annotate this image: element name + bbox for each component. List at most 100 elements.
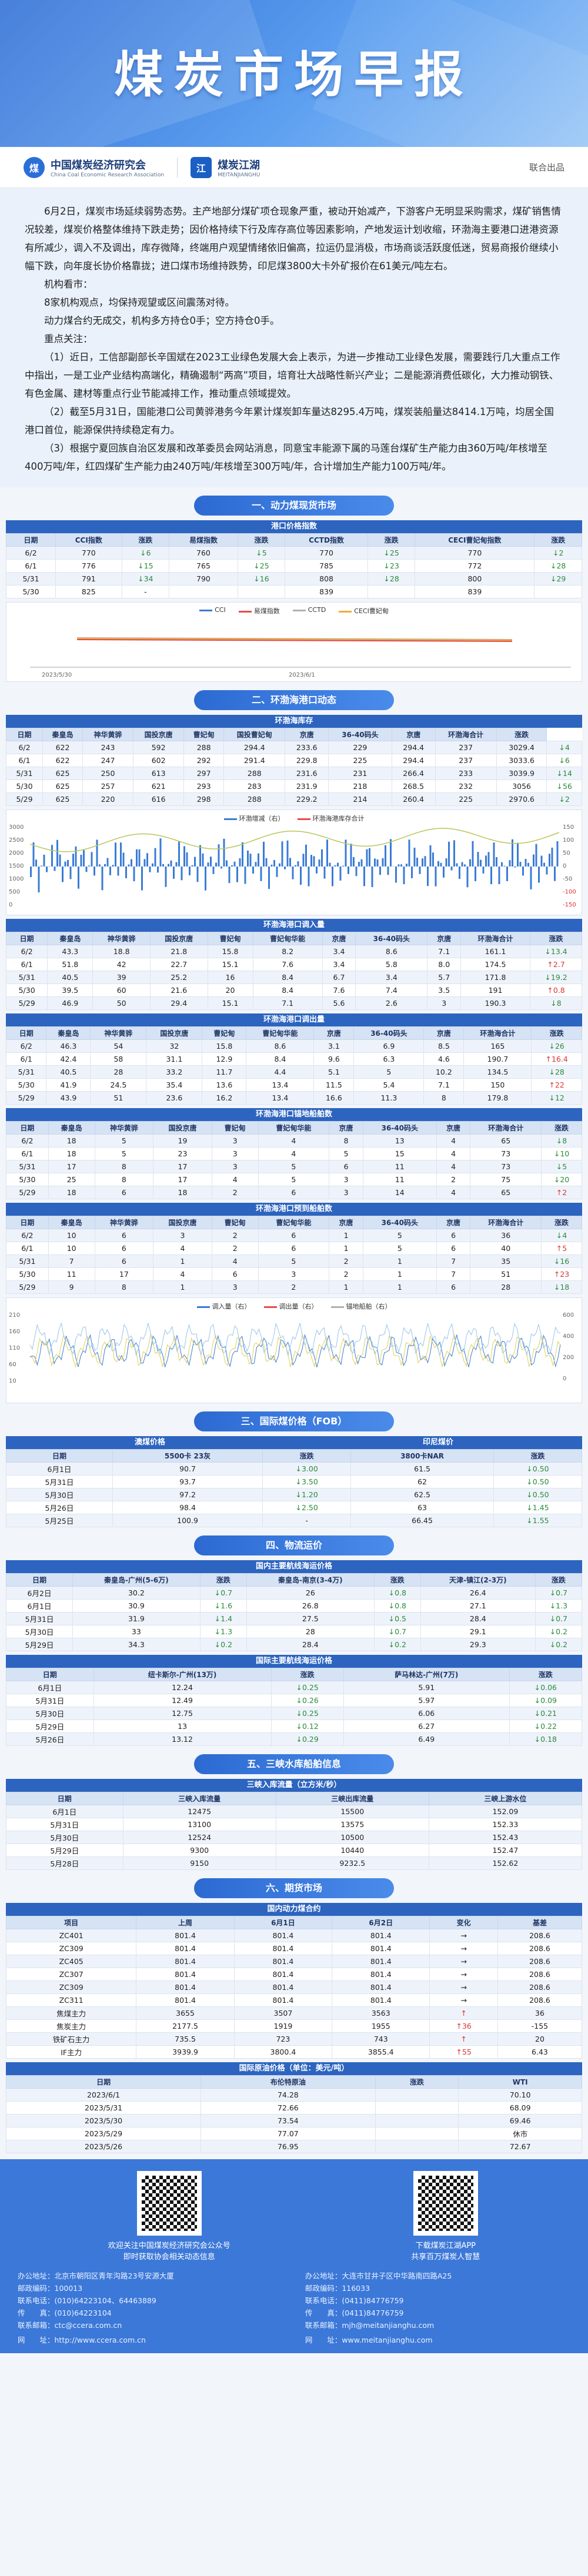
column-header: 神华黄骅	[90, 1026, 147, 1040]
table-cell: 6/2	[6, 1134, 49, 1148]
table-header-row: 日期 秦皇岛 神华黄骅 国投京唐 曹妃甸 曹妃甸华能 京唐 36-40码头 京唐 环渤海合计 涨跌	[6, 1121, 582, 1135]
column-header: 上周	[136, 1916, 235, 1929]
table-cell: →	[429, 1980, 498, 1994]
table-cell: 152.47	[428, 1844, 583, 1857]
table-cell: ZC401	[5, 1929, 137, 1942]
table-cell: 3	[153, 1229, 212, 1242]
table-cell: 17	[153, 1173, 212, 1186]
bar	[276, 867, 278, 877]
table-row: 6/1 18 5 23 3 4 5 15 4 73 ↓10	[6, 1147, 582, 1160]
table-cell: 10440	[275, 1844, 429, 1857]
table-cell: 6/1	[6, 1147, 49, 1160]
bar	[46, 867, 48, 872]
web-ccera[interactable]: 网 址：http://www.ccera.com.cn	[18, 2336, 146, 2344]
table-cell: 233	[435, 767, 497, 780]
table-cell: 5	[362, 1229, 437, 1242]
table-cell: 772	[415, 559, 535, 573]
table-cell: 51.8	[47, 958, 93, 971]
bar	[218, 844, 220, 867]
column-header: 6月2日	[332, 1916, 430, 1929]
column-header: 京唐	[313, 1026, 355, 1040]
web-mtjh[interactable]: 网 址：www.meitanjianghu.com	[305, 2336, 433, 2344]
table-cell: 42	[92, 958, 151, 971]
table-row: 6月1日 30.9 ↓1.6 26.8 ↓0.8 27.1 ↓1.3	[6, 1599, 583, 1612]
bar	[456, 863, 458, 867]
table-cell: ↓6	[121, 546, 170, 560]
wechat-qr[interactable]: 欢迎关注中国煤炭经济研究会公众号 即时获取协会相关动态信息	[108, 2171, 230, 2261]
table-cell: 6.7	[322, 971, 356, 984]
column-header: 36-40码头	[355, 932, 428, 945]
table-row: 5月30日 12.75 ↓0.25 6.06 ↓0.21	[6, 1707, 583, 1720]
table-row: 5/31 625 250 613 297 288 231.6 231 266.4 233 3039.…	[5, 767, 582, 780]
column-header: 环渤海合计	[463, 1026, 532, 1040]
table-row: 5/29 43.9 51 23.6 16.2 13.4 16.6 11.3 8 179.8 ↓12	[5, 1091, 582, 1105]
table-row: 5/29 18 6 18 2 6 3 14 4 65 ↑2	[6, 1186, 582, 1199]
column-header: 36-40码头	[362, 1216, 437, 1229]
table-cell: 25.2	[149, 971, 208, 984]
bar	[249, 854, 252, 867]
column-header: 曹妃甸华能	[258, 1121, 330, 1135]
table-cell: 760	[169, 546, 238, 560]
bar	[400, 864, 402, 867]
table-cell: 776	[55, 559, 122, 573]
bar	[268, 867, 270, 889]
bar	[318, 859, 320, 867]
summary-paragraph: 重点关注：	[44, 333, 93, 344]
table-cell: 18	[48, 1147, 95, 1160]
table-cell: 4	[436, 1147, 471, 1160]
table-cell: 801.4	[136, 1942, 235, 1955]
legend-swatch	[330, 1306, 344, 1308]
table-cell: 1	[329, 1229, 363, 1242]
column-header: 日期	[6, 1121, 49, 1135]
app-qr[interactable]: 下载煤炭江湖APP 共享百万煤炭人智慧	[411, 2171, 480, 2261]
bar	[295, 865, 296, 867]
table-row: 5月28日 9150 9232.5 152.62	[6, 1856, 583, 1870]
table-cell: 220	[82, 792, 134, 806]
table-cell: 4	[211, 1254, 259, 1268]
column-header: 秦皇岛	[48, 1216, 95, 1229]
table-cell: 6.3	[353, 1052, 425, 1066]
table-cell: ↑5	[541, 1242, 582, 1255]
column-header: 曹妃甸	[183, 728, 225, 741]
table-title: 环渤海港口调入量	[6, 919, 582, 932]
bar	[323, 867, 326, 879]
table-cell: 10	[48, 1242, 95, 1255]
table-cell: 801.4	[332, 1955, 430, 1968]
table-cell: 801.4	[233, 1955, 333, 1968]
column-header: 京唐	[391, 728, 436, 741]
table-cell: 6	[329, 1160, 363, 1173]
series-line	[29, 1334, 561, 1368]
bar	[305, 844, 307, 867]
bar	[109, 867, 111, 875]
bar	[406, 864, 407, 867]
table-cell: 208.6	[497, 1980, 583, 1994]
summary-paragraph: 动力煤合约无成交，机构多方持仓0手；空方持仓0手。	[44, 315, 280, 326]
table-cell: 7.6	[322, 983, 356, 997]
series-line	[29, 1334, 561, 1369]
table-cell: ↓0.50	[493, 1488, 583, 1501]
table-cell: IF主力	[5, 2045, 137, 2059]
table-cell: 58	[90, 1052, 147, 1066]
table-cell: 25	[48, 1173, 95, 1186]
table-cell: 266.4	[391, 767, 436, 780]
table-cell: 6	[94, 1254, 154, 1268]
table-cell: 3.5	[427, 983, 461, 997]
bar	[535, 844, 537, 867]
table-cell: 13.6	[202, 1078, 247, 1092]
table-cell: ↑23	[541, 1267, 582, 1281]
table-cell: ↓0.09	[509, 1694, 583, 1707]
table-cell	[169, 585, 238, 598]
table-cell: 15500	[275, 1805, 429, 1818]
column-header: 国投京唐	[153, 1216, 212, 1229]
column-header: 曹妃甸华能	[246, 1026, 315, 1040]
contact-ccera: 办公地址：北京市朝阳区青年沟路23号安源大厦 邮政编码：100013 联系电话：(0…	[18, 2270, 283, 2331]
header-banner: 煤炭市场早报	[0, 0, 588, 147]
table-cell: 93.7	[112, 1475, 263, 1488]
bar	[173, 867, 175, 879]
bar	[194, 857, 196, 867]
bar	[342, 865, 344, 867]
bar	[496, 857, 497, 867]
table-cell: 73	[470, 1160, 542, 1173]
table-cell: 43.3	[47, 945, 93, 958]
legend-item: 环渤增减（右）	[223, 814, 285, 823]
